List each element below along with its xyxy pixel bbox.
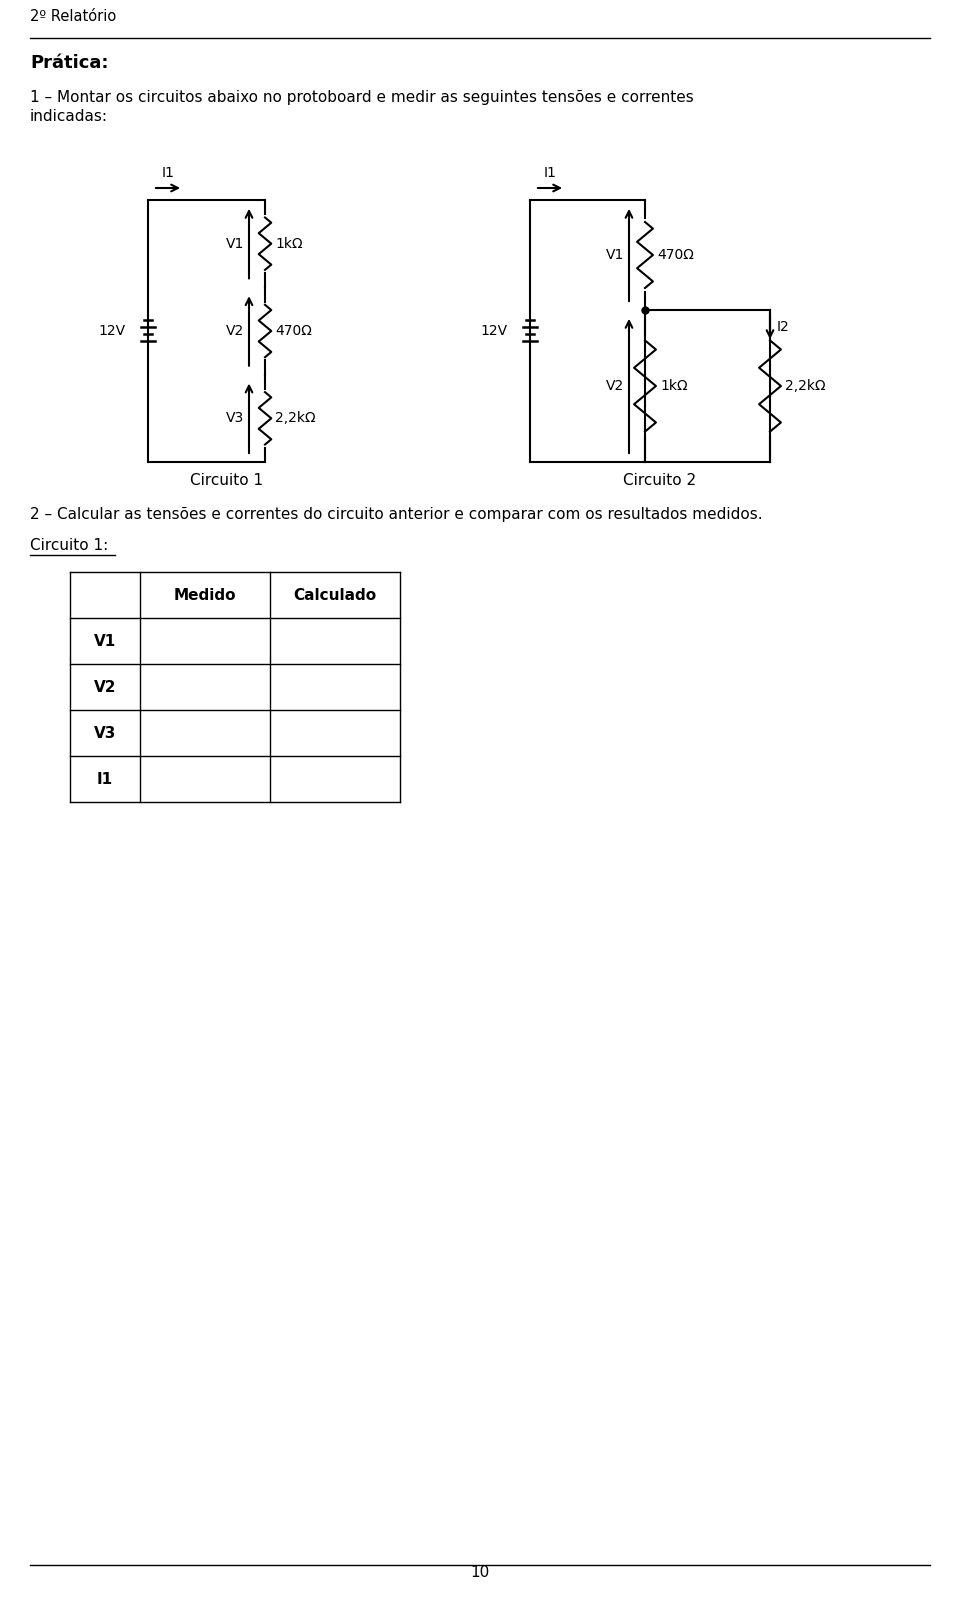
- Text: 2 – Calcular as tensões e correntes do circuito anterior e comparar com os resul: 2 – Calcular as tensões e correntes do c…: [30, 507, 762, 523]
- Text: V1: V1: [606, 248, 624, 261]
- Text: 1kΩ: 1kΩ: [276, 237, 303, 250]
- Text: I1: I1: [543, 167, 557, 180]
- Text: 1 – Montar os circuitos abaixo no protoboard e medir as seguintes tensões e corr: 1 – Montar os circuitos abaixo no protob…: [30, 90, 694, 106]
- Text: I1: I1: [161, 167, 175, 180]
- Text: V3: V3: [226, 412, 244, 425]
- Text: V2: V2: [94, 680, 116, 694]
- Text: 12V: 12V: [481, 324, 508, 338]
- Text: 2,2kΩ: 2,2kΩ: [276, 412, 316, 425]
- Text: V1: V1: [226, 237, 244, 250]
- Text: Calculado: Calculado: [294, 588, 376, 603]
- Text: indicadas:: indicadas:: [30, 109, 108, 123]
- Text: 1kΩ: 1kΩ: [660, 378, 687, 393]
- Text: Circuito 1:: Circuito 1:: [30, 539, 108, 553]
- Text: Circuito 2: Circuito 2: [623, 473, 697, 487]
- Text: I2: I2: [777, 321, 790, 333]
- Text: 470Ω: 470Ω: [657, 248, 694, 261]
- Text: 2,2kΩ: 2,2kΩ: [785, 378, 826, 393]
- Text: I1: I1: [97, 771, 113, 787]
- Text: 10: 10: [470, 1565, 490, 1581]
- Text: Medido: Medido: [174, 588, 236, 603]
- Text: V3: V3: [94, 726, 116, 741]
- Text: 2º Relatório: 2º Relatório: [30, 10, 116, 24]
- Text: V2: V2: [226, 324, 244, 338]
- Text: Prática:: Prática:: [30, 55, 108, 72]
- Text: V2: V2: [606, 378, 624, 393]
- Text: V1: V1: [94, 633, 116, 649]
- Text: 470Ω: 470Ω: [276, 324, 312, 338]
- Text: Circuito 1: Circuito 1: [190, 473, 263, 487]
- Text: 12V: 12V: [99, 324, 126, 338]
